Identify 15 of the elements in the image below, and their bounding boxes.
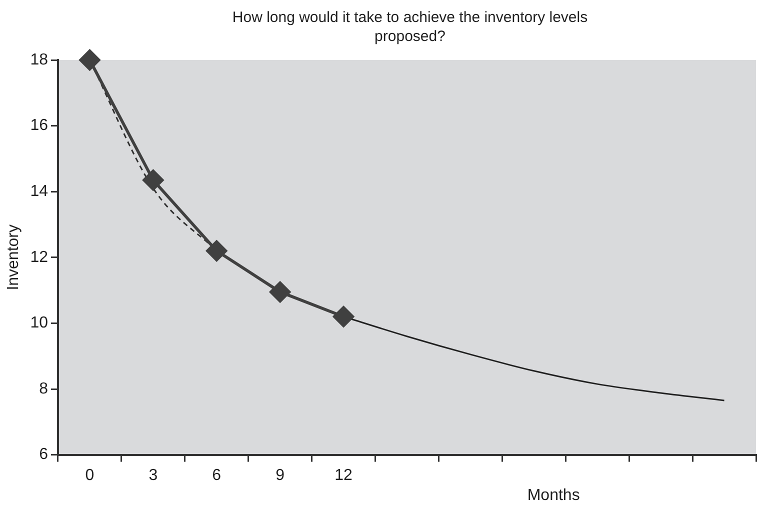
- y-tick-label: 18: [30, 51, 48, 68]
- chart-title: How long would it take to achieve the inventory levels proposed?: [231, 8, 589, 46]
- y-tick-label: 6: [39, 446, 48, 464]
- y-tick-label: 12: [30, 248, 48, 266]
- x-tick-label: 0: [85, 466, 94, 484]
- y-axis-title: Inventory: [5, 224, 22, 290]
- y-tick-label: 14: [30, 183, 48, 200]
- y-tick-label: 8: [39, 380, 48, 398]
- x-tick-label: 12: [334, 466, 353, 484]
- y-tick-label: 10: [30, 314, 48, 332]
- x-tick-label: 9: [276, 466, 285, 484]
- y-tick-label: 16: [30, 117, 48, 134]
- x-axis-title: Months: [527, 487, 580, 504]
- x-tick-label: 6: [212, 466, 222, 484]
- x-tick-label: 3: [148, 466, 158, 484]
